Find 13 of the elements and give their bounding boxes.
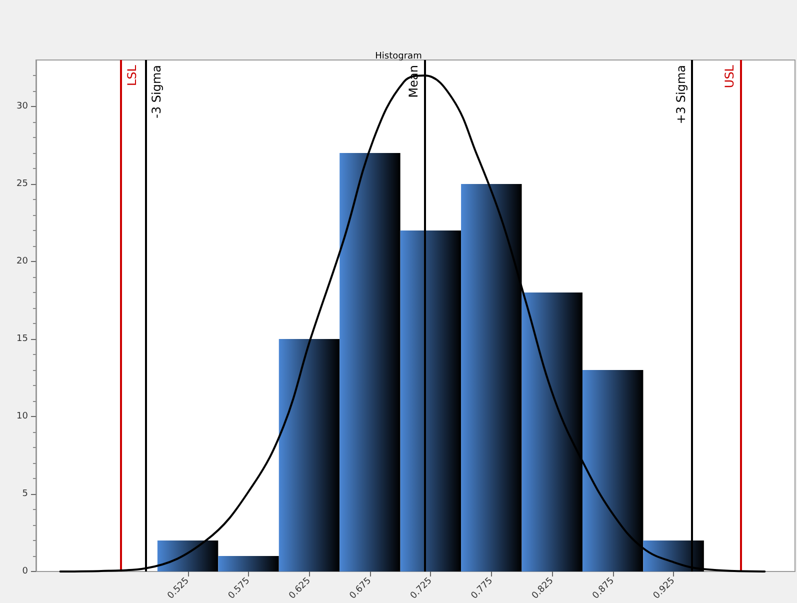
ref-line-label: USL <box>722 64 736 88</box>
y-tick-label: 0 <box>22 566 28 576</box>
ref-line-label: LSL <box>125 64 140 86</box>
ref-line-label: +3 Sigma <box>674 65 688 124</box>
y-tick-label: 10 <box>16 411 28 422</box>
ref-line-label: Mean <box>406 65 421 98</box>
y-tick-label: 25 <box>16 178 28 189</box>
y-tick-label: 5 <box>22 488 28 499</box>
y-tick-label: 30 <box>16 102 28 112</box>
chart-title: Histogram <box>375 52 422 62</box>
y-tick-label: 20 <box>16 256 28 266</box>
ref-line-label: -3 Sigma <box>149 65 164 118</box>
y-tick-label: 15 <box>16 334 28 344</box>
